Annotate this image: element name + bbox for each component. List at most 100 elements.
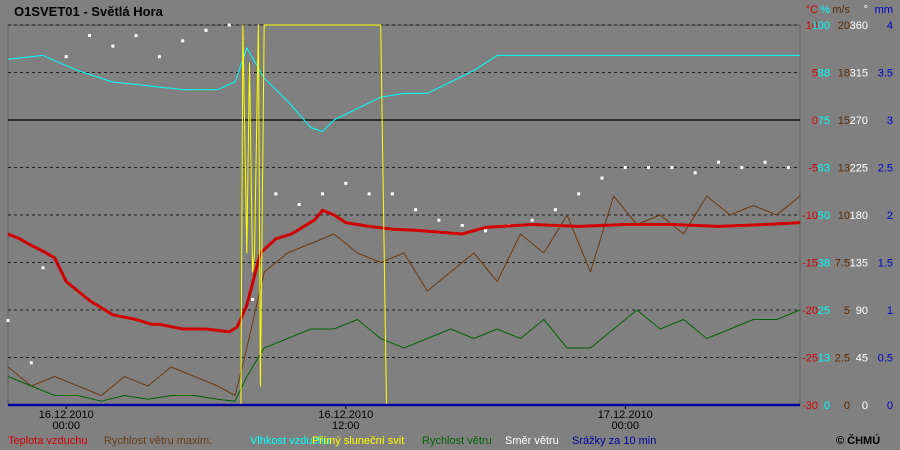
chart-title: O1SVET01 - Světlá Hora	[14, 4, 164, 19]
y-tick-label: -20	[802, 305, 818, 317]
wind-direction-point	[29, 361, 33, 365]
wind-direction-point	[297, 202, 301, 206]
wind-direction-point	[716, 160, 720, 164]
axis-unit-label: %	[820, 4, 830, 16]
wind-direction-point	[367, 192, 371, 196]
axis-unit-label: mm	[875, 4, 893, 16]
wind-direction-point	[693, 171, 697, 175]
y-tick-label: 38	[818, 258, 830, 270]
wind-direction-point	[623, 166, 627, 169]
wind-direction-point	[740, 166, 744, 169]
wind-direction-point	[670, 166, 674, 169]
copyright-label: © ČHMÚ	[836, 434, 880, 447]
y-tick-label: 100	[812, 20, 830, 32]
y-tick-label: 0	[812, 115, 818, 127]
y-tick-label: 270	[850, 115, 868, 127]
legend-entry: Teplota vzduchu	[8, 435, 88, 447]
y-tick-label: 20	[838, 20, 850, 32]
wind-direction-point	[181, 39, 185, 43]
series-line-vlhkost-vzduchu	[7, 47, 800, 132]
y-tick-label: 45	[856, 353, 868, 365]
wind-direction-point	[577, 192, 581, 196]
wind-direction-point	[647, 166, 651, 169]
y-tick-label: 4	[887, 20, 893, 32]
wind-direction-point	[6, 319, 10, 323]
y-tick-label: 7.5	[835, 258, 850, 270]
y-tick-label: 25	[818, 305, 830, 317]
legend-entry: Rychlost větru	[422, 435, 492, 447]
wind-direction-point	[553, 208, 557, 212]
wind-direction-point	[414, 208, 418, 212]
y-tick-label: 10	[806, 20, 818, 32]
y-tick-label: 225	[850, 163, 868, 175]
wind-direction-point	[251, 297, 255, 301]
y-tick-label: 315	[850, 68, 868, 80]
y-tick-label: 88	[818, 68, 830, 80]
y-tick-label: 2.5	[835, 353, 850, 365]
y-tick-label: 0	[824, 400, 830, 412]
y-tick-label: 5	[844, 305, 850, 317]
x-tick-label: 12:00	[332, 420, 360, 432]
y-tick-label: 3.5	[878, 68, 893, 80]
series-line-teplota-vzduchu	[7, 208, 801, 334]
series-line-rychlost-v-tru	[7, 309, 801, 402]
y-tick-label: 18	[838, 68, 850, 80]
y-tick-label: -25	[802, 353, 818, 365]
y-tick-label: 13	[838, 163, 850, 175]
y-tick-label: 360	[850, 20, 868, 32]
wind-direction-point	[64, 55, 68, 59]
x-tick-label: 16.12.2010	[39, 409, 94, 421]
y-tick-label: 0	[887, 400, 893, 412]
legend-entry: Směr větru	[505, 435, 559, 447]
wind-direction-point	[88, 34, 92, 38]
y-tick-label: -10	[802, 210, 818, 222]
x-axis: 16.12.201000:0016.12.201012:0017.12.2010…	[39, 409, 653, 432]
y-tick-label: 1.5	[878, 258, 893, 270]
wind-direction-point	[41, 266, 45, 270]
y-tick-label: 2.5	[878, 163, 893, 175]
legend-entry: Vlhkost vzduchu	[250, 435, 330, 447]
wind-direction-point	[274, 192, 278, 196]
axis-unit-label: m/s	[832, 4, 850, 16]
y-tick-label: 135	[850, 258, 868, 270]
wind-direction-point	[530, 218, 534, 222]
y-tick-label: 63	[818, 163, 830, 175]
series-line-p-m-slune-n-svit	[240, 24, 404, 406]
right-axes: °C1050-5-10-15-20-25-30%1008875635038251…	[802, 4, 893, 412]
x-tick-label: 00:00	[52, 420, 80, 432]
x-tick-label: 16.12.2010	[318, 409, 373, 421]
y-tick-label: 50	[818, 210, 830, 222]
series-line-rychlost-v-tru-maxim-	[7, 195, 801, 396]
y-tick-label: 5	[812, 68, 818, 80]
wind-direction-point	[786, 166, 790, 169]
y-tick-label: 0	[844, 400, 850, 412]
legend-entry: Srážky za 10 min	[572, 435, 656, 447]
wind-direction-point	[134, 34, 138, 38]
wind-direction-point	[600, 176, 604, 180]
wind-direction-point	[111, 44, 115, 48]
y-tick-label: 75	[818, 115, 830, 127]
wind-direction-point	[204, 28, 208, 32]
wind-direction-point	[763, 160, 767, 164]
y-tick-label: 13	[818, 353, 830, 365]
y-tick-label: -5	[808, 163, 818, 175]
wind-direction-point	[437, 218, 441, 222]
legend-entry: Rychlost větru maxim.	[104, 435, 212, 447]
wind-direction-point	[157, 55, 161, 59]
y-tick-label: 2	[887, 210, 893, 222]
wind-direction-point	[460, 224, 464, 228]
y-tick-label: 180	[850, 210, 868, 222]
y-tick-label: -15	[802, 258, 818, 270]
wind-direction-point	[390, 192, 394, 196]
y-tick-label: -30	[802, 400, 818, 412]
y-tick-label: 0	[862, 400, 868, 412]
y-tick-label: 0.5	[878, 353, 893, 365]
y-tick-label: 1	[887, 305, 893, 317]
legend: Teplota vzduchu Rychlost větru maxim. Vlhk…	[8, 435, 656, 447]
series-group	[6, 23, 801, 407]
wind-direction-point	[344, 181, 348, 185]
axis-unit-label: °	[864, 4, 868, 16]
x-tick-label: 00:00	[612, 420, 640, 432]
y-tick-label: 15	[838, 115, 850, 127]
